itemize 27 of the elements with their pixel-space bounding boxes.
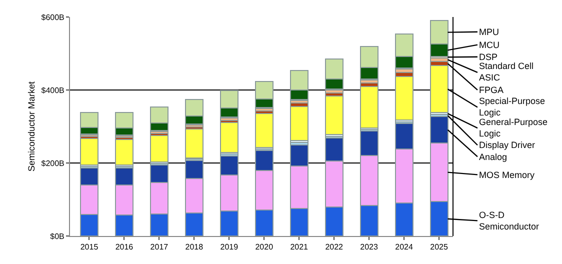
text: Analog: [479, 152, 508, 162]
x-tick-label: 2022: [325, 242, 344, 252]
y-tick-label: $400B: [41, 86, 64, 95]
text: MPU: [479, 27, 499, 37]
x-tick-label: 2015: [80, 242, 99, 252]
x-tick-label: 2016: [115, 242, 134, 252]
x-tick-label: 2025: [430, 242, 448, 252]
x-tick-label: 2021: [290, 242, 309, 252]
text: O-S-D Semiconductor: [479, 210, 540, 232]
text: FPGA: [479, 85, 504, 95]
y-tick-label: $0B: [50, 232, 64, 241]
x-tick-label: 2018: [185, 242, 204, 252]
y-tick-label: $200B: [41, 158, 64, 168]
text: Special-Purpose Logic: [479, 96, 546, 118]
text: MOS Memory: [479, 170, 536, 180]
x-tick-label: 2020: [255, 242, 274, 252]
y-tick-label: $600B: [41, 12, 64, 22]
text: Standard Cell ASIC: [479, 61, 534, 83]
y-axis-title: Semiconductor Market: [26, 80, 37, 172]
text: DSP: [479, 52, 498, 62]
text: General-Purpose Logic: [479, 117, 548, 139]
x-tick-label: 2023: [360, 242, 378, 252]
text: Display Driver: [479, 140, 536, 150]
text: MCU: [479, 40, 500, 50]
x-tick-label: 2017: [150, 242, 169, 252]
x-tick-label: 2024: [395, 242, 414, 252]
x-tick-label: 2019: [220, 242, 239, 252]
